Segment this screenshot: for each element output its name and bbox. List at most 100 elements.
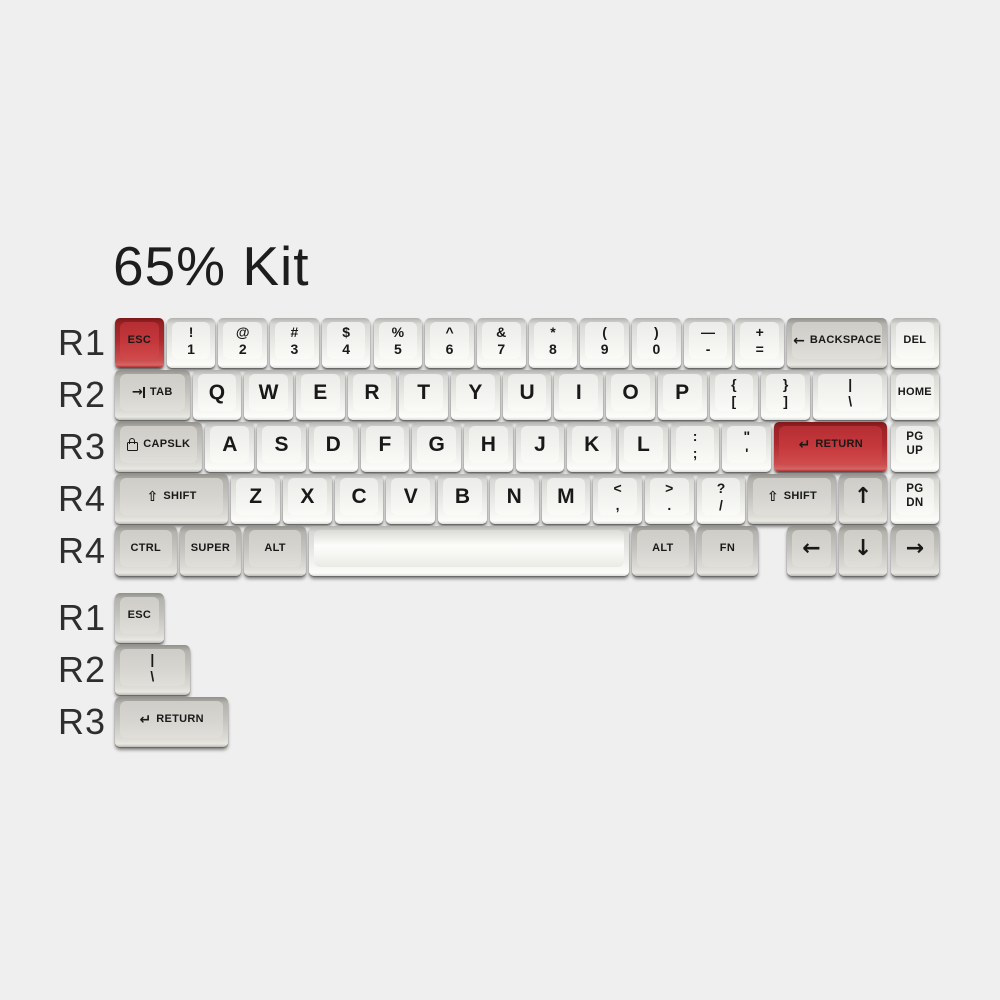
capslock-icon [127, 437, 139, 451]
key-return-alt: ↵ RETURN [115, 697, 229, 747]
keycap-face: I [559, 374, 599, 411]
key-legend: " ' [743, 428, 751, 461]
key-legend: #3 [290, 324, 299, 357]
key-legend: & 7 [496, 324, 507, 357]
key-legend: FN [719, 542, 736, 554]
kit-title: 65% Kit [113, 235, 310, 297]
keycap-face: H [468, 426, 508, 463]
keycap-face: R [352, 374, 392, 411]
key-pgup: PG UP [890, 422, 940, 472]
key-legend: Q [208, 381, 226, 404]
key-ctrl: CTRL [115, 526, 177, 576]
keycap-face: W [249, 374, 288, 411]
keycap-face: CTRL [120, 530, 172, 567]
keycap-face: ↵ RETURN [779, 426, 883, 463]
keycap-face: C [339, 478, 379, 515]
keycap-face: N [494, 478, 534, 515]
key-legend: @2 [235, 324, 250, 357]
keycap-face: ← [792, 530, 831, 567]
keycap-face: }] [766, 374, 805, 411]
key-legend: N [506, 485, 522, 508]
keycap-face: ESC [120, 322, 159, 359]
key-legend: Y [468, 381, 483, 404]
key-3: #3 [270, 318, 319, 368]
key-legend: DEL [903, 334, 927, 346]
key-s: S [257, 422, 306, 472]
keycap-face: | \ [817, 374, 883, 411]
keycap-face: CAPSLK [120, 426, 198, 463]
key-capslock: CAPSLK [115, 422, 203, 472]
key-legend: F [378, 433, 392, 456]
key-minus: — - [683, 318, 733, 368]
keycap-face: ⇧ SHIFT [120, 478, 224, 515]
key-b: B [438, 474, 487, 524]
return-icon: ↵ [139, 711, 152, 728]
key-legend: R [364, 381, 380, 404]
key-legend: → [905, 535, 925, 561]
keycap-face: S [262, 426, 301, 463]
key-legend: S [274, 433, 289, 456]
key-esc: ESC [115, 318, 164, 368]
keycap-face: @2 [223, 322, 263, 359]
key-r: R [347, 370, 397, 420]
key-legend: SUPER [190, 542, 231, 554]
keycap-face: T [404, 374, 444, 411]
keycap-face: ^ 6 [430, 322, 469, 359]
keycap-face: → TAB [120, 374, 185, 411]
keycap-face: E [300, 374, 340, 411]
key-rshift: ⇧ SHIFT [748, 474, 836, 524]
keycap-face: F [365, 426, 405, 463]
keycap-face: J [520, 426, 560, 463]
row-label-r2-extra1: R2 [58, 649, 107, 690]
key-legend: ^ 6 [445, 324, 454, 357]
backspace-icon: ← [793, 332, 805, 349]
keycap-face: DEL [895, 322, 935, 359]
key-legend: C [351, 485, 367, 508]
key-legend: — - [701, 324, 716, 357]
key-1: ! 1 [166, 318, 216, 368]
key-2: @2 [218, 318, 268, 368]
key-legend: >. [665, 480, 674, 513]
key-return: ↵ RETURN [774, 422, 888, 472]
key-a: A [205, 422, 255, 472]
keycap-face: + = [740, 322, 780, 359]
key-k: K [567, 422, 617, 472]
key-legend: CTRL [130, 542, 162, 554]
keycap-face: PG UP [895, 426, 935, 463]
key-legend: $4 [342, 324, 351, 357]
keycap-face: → [895, 530, 935, 567]
key-arrow-left: ← [787, 526, 836, 576]
key-del: DEL [890, 318, 940, 368]
key-legend: (9 [600, 324, 609, 357]
shift-icon: ⇧ [146, 488, 159, 505]
key-legend: ← [802, 535, 821, 561]
key-legend: PG UP [906, 430, 924, 457]
key-legend: <, [613, 480, 622, 513]
key-legend: K [584, 433, 600, 456]
keycap-face: :; [675, 426, 715, 463]
key-comma: <, [593, 474, 642, 524]
key-legend: ↓ [853, 535, 873, 561]
key-4: $4 [321, 318, 371, 368]
keycap-face: ALT [637, 530, 689, 567]
key-legend: ! 1 [187, 324, 195, 357]
key-legend: L [636, 433, 650, 456]
keycap-face: L [624, 426, 663, 463]
key-7: & 7 [476, 318, 526, 368]
key-legend: G [428, 433, 445, 456]
row-label-r4-main4: R4 [58, 530, 107, 571]
keycap-face: Q [197, 374, 237, 411]
key-legend: {[ [731, 376, 737, 409]
key-lbracket: {[ [709, 370, 759, 420]
key-legend: Z [249, 485, 263, 508]
keycap-face: M [546, 478, 586, 515]
keycap-face: PG DN [895, 478, 935, 515]
key-v: V [386, 474, 436, 524]
key-backspace: ← BACKSPACE [787, 318, 888, 368]
keycap-face: SUPER [184, 530, 237, 567]
key-legend: | \ [150, 651, 155, 684]
keycap-face: ESC [120, 597, 159, 634]
row-label-r4-main3: R4 [58, 478, 107, 519]
key-legend: ESC [127, 609, 152, 621]
key-m: M [541, 474, 591, 524]
